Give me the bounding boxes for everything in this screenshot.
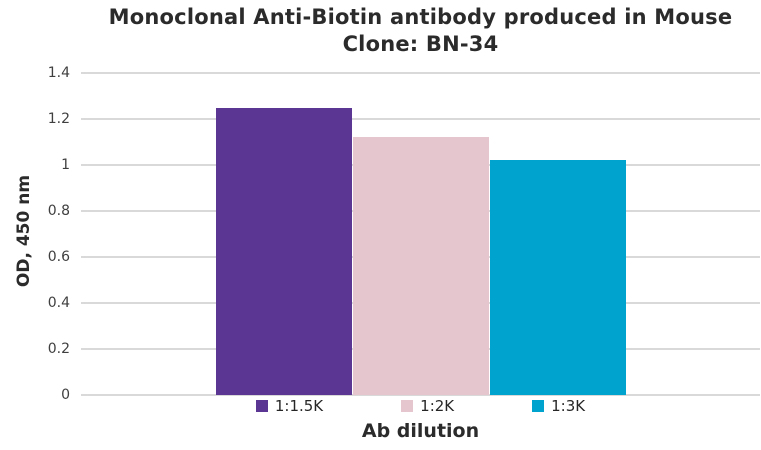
y-tick-label: 0.2 [47,341,70,357]
y-axis-ticks: 0 0.2 0.4 0.6 0.8 1 1.2 1.4 [26,65,70,403]
y-tick-label: 1.4 [47,65,70,81]
gridline-1.4 [81,72,760,74]
y-tick-label: 1 [61,157,70,173]
legend-label: 1:3K [551,397,586,415]
legend-label: 1:2K [420,397,455,415]
y-tick-label: 0 [61,387,70,403]
legend-item-1:2K: 1:2K [401,397,454,415]
bars-group [81,73,760,395]
chart-title-line2: Clone: BN-34 [342,32,499,56]
chart-title: Monoclonal Anti-Biotin antibody produced… [81,4,760,58]
y-tick-label: 0.4 [47,295,70,311]
bar-1:1.5K [215,107,352,395]
legend-swatch-icon [532,400,545,412]
legend-swatch-icon [401,400,414,412]
bar-1:3K [489,160,626,395]
gridline-1.2 [81,118,760,120]
legend: 1:1.5K 1:2K 1:3K [81,397,760,415]
legend-item-1:1.5K: 1:1.5K [255,397,324,415]
legend-label: 1:1.5K [274,397,324,415]
y-tick-label: 1.2 [47,111,70,127]
gridline-0 [81,394,760,396]
y-tick-label: 0.6 [47,249,70,265]
x-axis-label: Ab dilution [361,420,480,442]
y-tick-label: 0.8 [47,203,70,219]
bar-1:2K [352,137,489,395]
legend-swatch-icon [255,400,268,412]
legend-item-1:3K: 1:3K [532,397,585,415]
chart-title-line1: Monoclonal Anti-Biotin antibody produced… [108,5,733,29]
plot-area [81,72,760,396]
